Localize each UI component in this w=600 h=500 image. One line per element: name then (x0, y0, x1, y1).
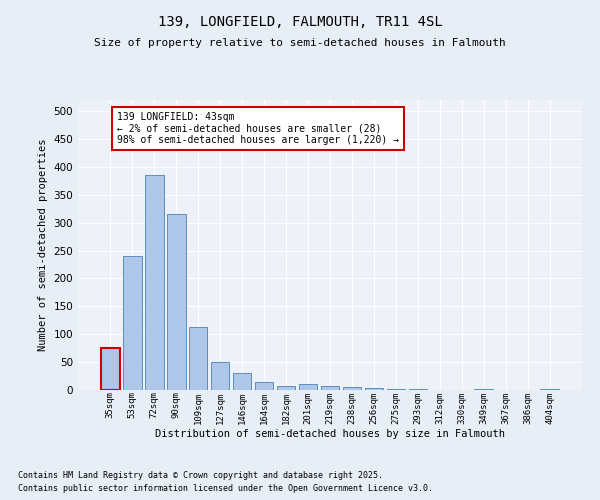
Bar (101, 348, 119, 390)
Bar (299, 384, 317, 390)
Bar (211, 362, 229, 390)
Text: Contains public sector information licensed under the Open Government Licence v3: Contains public sector information licen… (18, 484, 433, 493)
Text: 139, LONGFIELD, FALMOUTH, TR11 4SL: 139, LONGFIELD, FALMOUTH, TR11 4SL (158, 15, 442, 29)
Bar (365, 388, 383, 390)
Text: Size of property relative to semi-detached houses in Falmouth: Size of property relative to semi-detach… (94, 38, 506, 48)
Bar (123, 256, 142, 390)
Y-axis label: Number of semi-detached properties: Number of semi-detached properties (38, 138, 48, 352)
Bar (145, 176, 164, 390)
Text: 139 LONGFIELD: 43sqm
← 2% of semi-detached houses are smaller (28)
98% of semi-d: 139 LONGFIELD: 43sqm ← 2% of semi-detach… (117, 112, 399, 146)
Text: Contains HM Land Registry data © Crown copyright and database right 2025.: Contains HM Land Registry data © Crown c… (18, 470, 383, 480)
Bar (343, 387, 361, 390)
Bar (541, 389, 559, 390)
X-axis label: Distribution of semi-detached houses by size in Falmouth: Distribution of semi-detached houses by … (155, 429, 505, 439)
Bar (255, 382, 274, 390)
Bar (233, 374, 251, 390)
Bar (189, 327, 208, 390)
Bar (167, 214, 185, 390)
Bar (320, 386, 340, 390)
Bar (277, 386, 295, 390)
Bar (475, 389, 493, 390)
